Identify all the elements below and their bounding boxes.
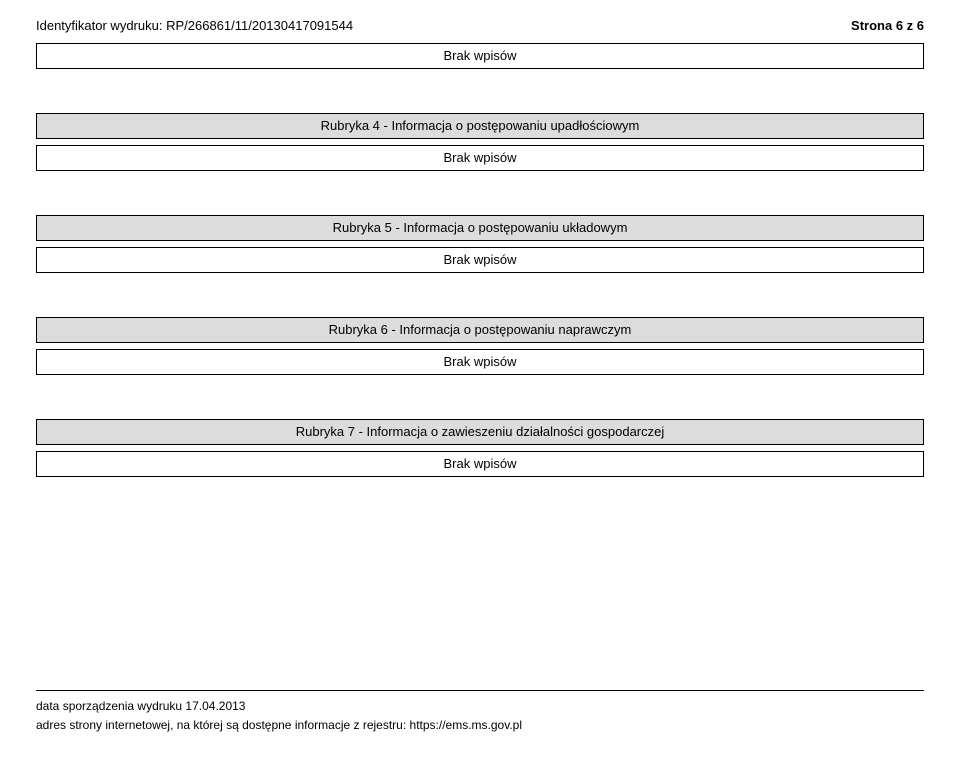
print-identifier: Identyfikator wydruku: RP/266861/11/2013… xyxy=(36,18,353,33)
document-page: Identyfikator wydruku: RP/266861/11/2013… xyxy=(0,0,960,765)
empty-entry-box: Brak wpisów xyxy=(36,247,924,273)
section-header: Rubryka 6 - Informacja o postępowaniu na… xyxy=(36,317,924,343)
document-footer: data sporządzenia wydruku 17.04.2013 adr… xyxy=(36,690,924,735)
section-header: Rubryka 5 - Informacja o postępowaniu uk… xyxy=(36,215,924,241)
section-header: Rubryka 7 - Informacja o zawieszeniu dzi… xyxy=(36,419,924,445)
page-header: Identyfikator wydruku: RP/266861/11/2013… xyxy=(36,18,924,33)
empty-entry-box: Brak wpisów xyxy=(36,451,924,477)
footer-rule xyxy=(36,690,924,691)
identifier-value: RP/266861/11/20130417091544 xyxy=(166,18,353,33)
section-header: Rubryka 4 - Informacja o postępowaniu up… xyxy=(36,113,924,139)
identifier-label: Identyfikator wydruku: xyxy=(36,18,162,33)
empty-entry-box: Brak wpisów xyxy=(36,43,924,69)
footer-date-line: data sporządzenia wydruku 17.04.2013 xyxy=(36,697,924,716)
empty-entry-box: Brak wpisów xyxy=(36,145,924,171)
empty-entry-box: Brak wpisów xyxy=(36,349,924,375)
page-number: Strona 6 z 6 xyxy=(851,18,924,33)
footer-url-line: adres strony internetowej, na której są … xyxy=(36,716,924,735)
